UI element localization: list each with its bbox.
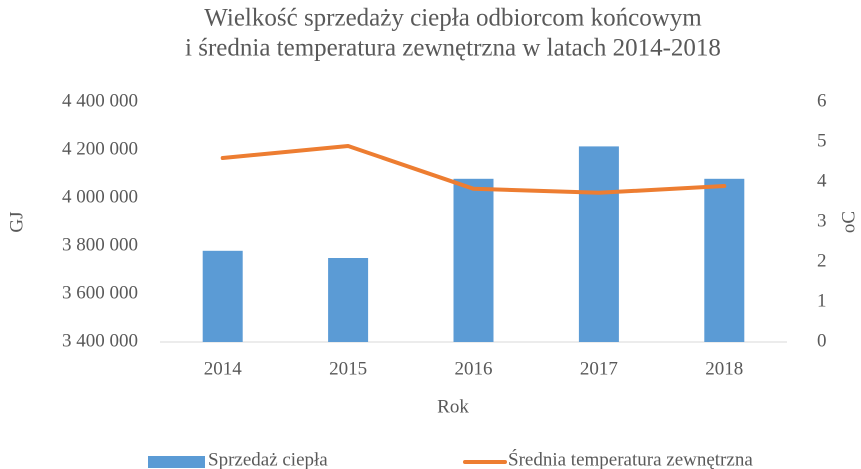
- y-tick-label: 4 000 000: [62, 186, 138, 207]
- y2-tick-label: 3: [817, 210, 827, 231]
- x-axis-label: Rok: [437, 396, 469, 417]
- legend-swatch: [148, 456, 205, 468]
- y-tick-label: 4 400 000: [62, 90, 138, 111]
- bar: [202, 250, 243, 342]
- x-tick-label: 2014: [204, 358, 243, 379]
- y2-tick-label: 1: [817, 290, 827, 311]
- line: [220, 144, 727, 195]
- y-tick-label: 3 800 000: [62, 234, 138, 255]
- y-axis-label: GJ: [6, 211, 27, 232]
- y2-tick-label: 0: [817, 330, 827, 351]
- y-tick-label: 3 400 000: [62, 330, 138, 351]
- y2-tick-label: 6: [817, 90, 827, 111]
- x-tick-label: 2018: [705, 358, 743, 379]
- y2-tick-label: 5: [817, 130, 827, 151]
- y-tick-label: 3 600 000: [62, 282, 138, 303]
- bar: [328, 258, 369, 342]
- x-tick-label: 2015: [329, 358, 367, 379]
- chart-title: i średnia temperatura zewnętrzna w latac…: [185, 35, 721, 62]
- bar: [578, 146, 619, 342]
- legend-label: Średnia temperatura zewnętrzna: [508, 448, 753, 469]
- x-tick-label: 2017: [580, 358, 618, 379]
- chart-title: Wielkość sprzedaży ciepła odbiorcom końc…: [204, 5, 702, 32]
- y2-tick-label: 2: [817, 250, 827, 271]
- y2-axis-label: oC: [838, 211, 859, 233]
- y2-tick-label: 4: [817, 170, 827, 191]
- y-tick-label: 4 200 000: [62, 138, 138, 159]
- x-tick-label: 2016: [455, 358, 493, 379]
- legend-label: Sprzedaż ciepła: [208, 449, 328, 469]
- bar: [453, 178, 494, 342]
- bar: [704, 178, 745, 342]
